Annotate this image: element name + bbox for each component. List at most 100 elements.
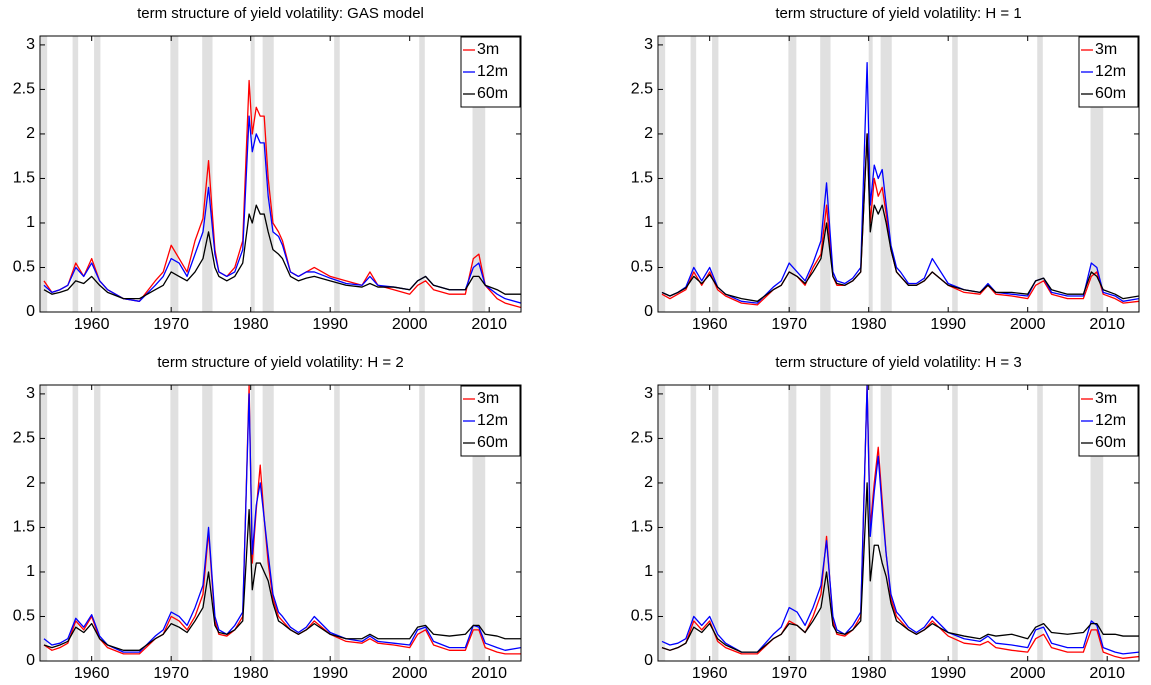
legend-label: 60m xyxy=(1095,434,1126,451)
y-tick-label: 1.5 xyxy=(13,170,35,187)
legend-label: 3m xyxy=(477,41,499,58)
series-line xyxy=(661,62,1139,304)
y-tick-label: 3 xyxy=(26,36,35,53)
y-tick-label: 2 xyxy=(26,125,35,142)
legend-label: 60m xyxy=(477,434,508,451)
plot-area xyxy=(40,385,521,661)
series-line xyxy=(661,385,1139,659)
axes-frame xyxy=(657,384,1140,662)
x-tick-label: 1970 xyxy=(153,665,189,682)
subplot: term structure of yield volatility: H = … xyxy=(13,354,522,682)
legend: 3m 12m 60m xyxy=(460,36,521,108)
recession-band xyxy=(334,36,340,312)
recession-band xyxy=(658,385,666,661)
series-line xyxy=(661,482,1139,653)
legend-label: 12m xyxy=(1095,412,1126,429)
recession-band xyxy=(952,36,958,312)
legend: 3m 12m 60m xyxy=(460,385,521,457)
recession-band xyxy=(712,385,719,661)
y-tick-label: 1.5 xyxy=(13,519,35,536)
x-tick-label: 1990 xyxy=(312,316,348,333)
recession-band xyxy=(94,385,101,661)
y-tick-label: 2.5 xyxy=(13,430,35,447)
series-line xyxy=(43,79,521,309)
legend-label: 3m xyxy=(1095,390,1117,407)
y-tick-label: 2.5 xyxy=(631,81,653,98)
y-tick-label: 3 xyxy=(644,36,653,53)
y-tick-label: 1 xyxy=(26,214,35,231)
x-tick-label: 1960 xyxy=(692,665,728,682)
series-line xyxy=(43,509,521,651)
series-line xyxy=(43,385,521,655)
legend-label: 60m xyxy=(1095,85,1126,102)
recession-band xyxy=(1037,385,1043,661)
recession-band xyxy=(880,385,892,661)
recession-band xyxy=(952,385,958,661)
legend-label: 3m xyxy=(477,390,499,407)
recession-band xyxy=(334,385,340,661)
recession-band xyxy=(419,36,425,312)
y-tick-label: 1 xyxy=(644,563,653,580)
y-tick-label: 2 xyxy=(26,474,35,491)
x-tick-label: 1980 xyxy=(851,316,887,333)
series-line xyxy=(661,133,1139,306)
x-tick-label: 1980 xyxy=(233,316,269,333)
y-tick-label: 1 xyxy=(26,563,35,580)
x-tick-label: 1990 xyxy=(930,665,966,682)
x-tick-label: 1960 xyxy=(74,316,110,333)
recession-band xyxy=(40,36,48,312)
series-line xyxy=(43,204,521,300)
legend-label: 60m xyxy=(477,85,508,102)
recession-band xyxy=(1037,36,1043,312)
recession-band xyxy=(658,36,666,312)
y-tick-label: 3 xyxy=(644,385,653,402)
x-tick-label: 2010 xyxy=(1089,316,1125,333)
x-tick-label: 1980 xyxy=(851,665,887,682)
y-tick-label: 0.5 xyxy=(13,608,35,625)
legend: 3m 12m 60m xyxy=(1078,385,1139,457)
recession-band xyxy=(788,385,797,661)
y-tick-label: 0 xyxy=(644,652,653,669)
recession-band xyxy=(690,385,697,661)
y-tick-label: 0.5 xyxy=(631,259,653,276)
plot-area xyxy=(658,385,1139,661)
recession-band xyxy=(72,385,79,661)
chart-title: term structure of yield volatility: H = … xyxy=(775,5,1021,22)
x-tick-label: 1960 xyxy=(74,665,110,682)
legend-label: 3m xyxy=(1095,41,1117,58)
y-tick-label: 1 xyxy=(644,214,653,231)
plot-area xyxy=(40,36,521,312)
x-tick-label: 1990 xyxy=(312,665,348,682)
series-line xyxy=(43,115,521,304)
recession-band xyxy=(40,385,48,661)
x-tick-label: 1980 xyxy=(233,665,269,682)
recession-band xyxy=(419,385,425,661)
x-tick-label: 1970 xyxy=(771,316,807,333)
y-tick-label: 2 xyxy=(644,474,653,491)
recession-band xyxy=(820,385,831,661)
x-tick-label: 1970 xyxy=(771,665,807,682)
y-tick-label: 0 xyxy=(26,652,35,669)
y-tick-label: 0.5 xyxy=(13,259,35,276)
recession-band xyxy=(262,385,274,661)
y-tick-label: 0.5 xyxy=(631,608,653,625)
recession-band xyxy=(170,385,179,661)
legend-label: 12m xyxy=(477,412,508,429)
y-tick-label: 3 xyxy=(26,385,35,402)
recession-band xyxy=(820,36,831,312)
y-tick-label: 2.5 xyxy=(13,81,35,98)
recession-band xyxy=(202,385,213,661)
recession-band xyxy=(788,36,797,312)
chart-title: term structure of yield volatility: GAS … xyxy=(137,5,424,22)
x-tick-label: 1960 xyxy=(692,316,728,333)
legend-label: 12m xyxy=(1095,63,1126,80)
recession-band xyxy=(94,36,101,312)
x-tick-label: 2010 xyxy=(471,665,507,682)
subplot: term structure of yield volatility: GAS … xyxy=(13,5,522,333)
x-tick-label: 2000 xyxy=(392,665,428,682)
recession-band xyxy=(170,36,179,312)
recession-band xyxy=(250,385,255,661)
recession-band xyxy=(72,36,79,312)
